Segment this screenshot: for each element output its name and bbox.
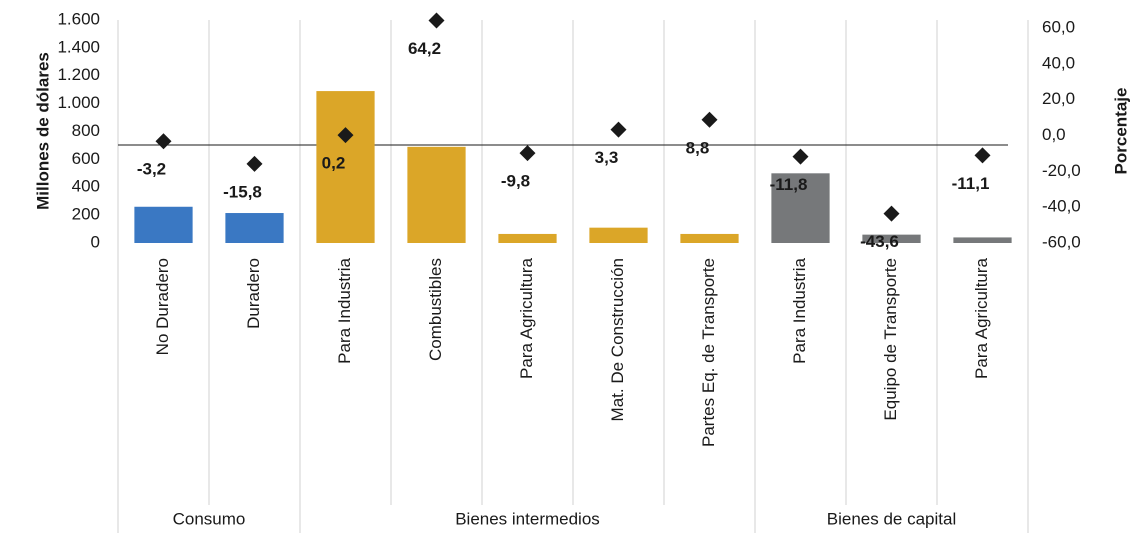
x-tick-label: Combustibles	[426, 258, 445, 361]
data-label: 3,3	[595, 148, 619, 167]
bar	[407, 146, 466, 243]
bar	[225, 213, 284, 243]
y-axis-title: Millones de dólares	[33, 52, 52, 210]
data-label: 0,2	[322, 154, 346, 173]
group-label: Bienes de capital	[827, 509, 956, 528]
x-tick-label: Equipo de Transporte	[881, 258, 900, 421]
data-label: -11,1	[952, 174, 990, 193]
y-tick-label: 1.200	[57, 65, 100, 84]
data-label: -9,8	[501, 172, 530, 191]
marker	[792, 148, 809, 165]
x-tick-label: Mat. De Construcción	[608, 258, 627, 421]
y-tick-label: 1.400	[57, 37, 100, 56]
bar	[589, 227, 648, 243]
bar	[498, 233, 557, 243]
x-tick-label: Para Agricultura	[517, 257, 536, 378]
bar	[771, 173, 830, 243]
data-label: -43,6	[860, 232, 899, 251]
x-tick-label: Para Industria	[790, 257, 809, 363]
marker	[701, 111, 718, 128]
y2-tick-label: -20,0	[1042, 161, 1081, 180]
y-tick-label: 600	[72, 149, 100, 168]
marker	[155, 133, 172, 150]
marker	[610, 121, 627, 138]
y2-tick-label: 20,0	[1042, 89, 1075, 108]
y2-tick-label: 40,0	[1042, 53, 1075, 72]
marker	[519, 145, 536, 162]
x-tick-label: Duradero	[244, 258, 263, 329]
marker	[974, 147, 991, 164]
x-tick-label: Partes Eq. de Transporte	[699, 258, 718, 447]
marker	[337, 127, 354, 144]
bar	[316, 91, 375, 243]
y-tick-label: 1.000	[57, 93, 100, 112]
y-tick-label: 1.600	[57, 9, 100, 28]
y-tick-label: 0	[91, 232, 100, 251]
x-tick-label: Para Industria	[335, 257, 354, 363]
y-tick-label: 200	[72, 205, 100, 224]
y2-axis-title: Porcentaje	[1111, 88, 1130, 175]
marker	[883, 205, 900, 222]
y2-tick-label: 60,0	[1042, 18, 1075, 37]
bar	[953, 237, 1012, 243]
y2-tick-label: -40,0	[1042, 197, 1081, 216]
y2-tick-label: -60,0	[1042, 232, 1081, 251]
data-label: 64,2	[408, 39, 441, 58]
bar	[680, 233, 739, 243]
marker	[428, 12, 445, 29]
x-tick-label: Para Agricultura	[972, 257, 991, 378]
y2-tick-label: 0,0	[1042, 125, 1066, 144]
group-label: Consumo	[173, 509, 246, 528]
data-label: -3,2	[137, 160, 166, 179]
x-tick-label: No Duradero	[153, 258, 172, 355]
data-label: 8,8	[686, 138, 710, 157]
group-label: Bienes intermedios	[455, 509, 600, 528]
marker	[246, 155, 263, 172]
bar	[134, 206, 193, 243]
data-label: -15,8	[223, 182, 262, 201]
bar	[862, 234, 921, 243]
y-tick-label: 400	[72, 177, 100, 196]
y-tick-label: 800	[72, 121, 100, 140]
data-label: -11,8	[770, 175, 808, 194]
